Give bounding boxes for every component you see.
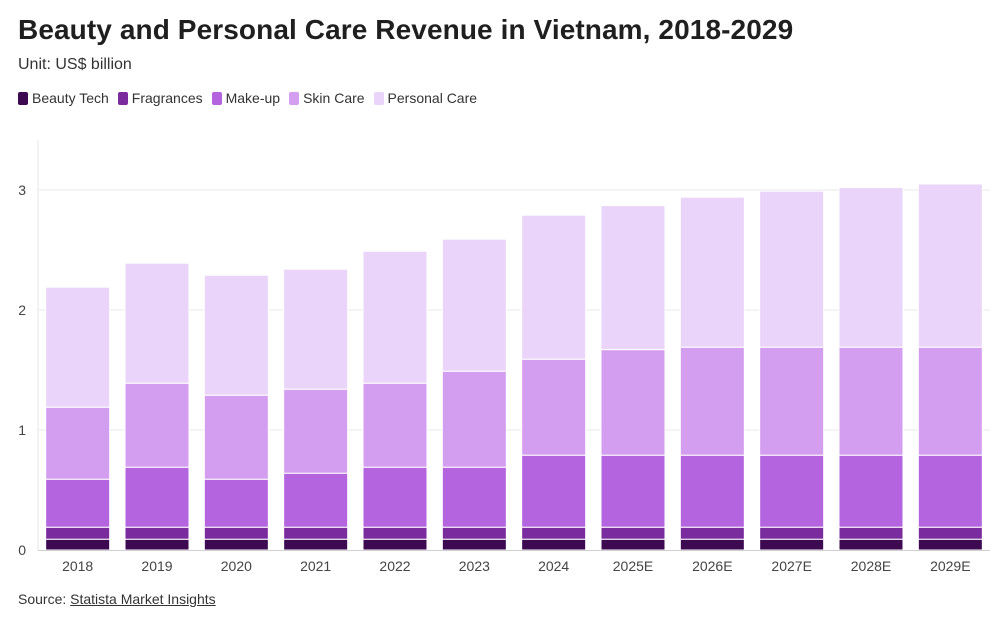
bar-segment-make-up [838, 454, 904, 528]
bar-segment-personal-care [441, 238, 507, 372]
bar-segment-skin-care [679, 346, 745, 456]
bar-segment-skin-care [838, 346, 904, 456]
bar-segment-personal-care [838, 187, 904, 348]
legend-label: Fragrances [131, 90, 203, 106]
bar-segment-personal-care [203, 274, 269, 396]
x-tick-label: 2027E [771, 558, 811, 574]
y-tick-label: 1 [18, 422, 26, 438]
legend: Beauty Tech Fragrances Make-up Skin Care Per… [18, 90, 486, 106]
bar-segment-make-up [362, 466, 428, 528]
x-tick-label: 2020 [221, 558, 252, 574]
bar-segment-beauty-tech [362, 538, 428, 551]
bar-segment-fragrances [362, 526, 428, 540]
legend-label: Beauty Tech [32, 90, 109, 106]
source-note: Source: Statista Market Insights [18, 591, 216, 607]
x-tick-label: 2019 [141, 558, 172, 574]
bar-segment-skin-care [441, 370, 507, 468]
bar-segment-make-up [45, 478, 111, 528]
y-tick-label: 0 [18, 542, 26, 558]
legend-label: Skin Care [303, 90, 365, 106]
bar-segment-fragrances [521, 526, 587, 540]
bar-segment-beauty-tech [759, 538, 825, 551]
bar-segment-make-up [203, 478, 269, 528]
stacked-bar-chart: 0 1 2 3 2018 2019 2020 2021 2022 2023 2024 2025E 202… [18, 140, 990, 574]
bar-segment-beauty-tech [124, 538, 190, 551]
chart-title: Beauty and Personal Care Revenue in Viet… [18, 14, 794, 45]
legend-item-skin-care[interactable]: Skin Care [289, 90, 365, 106]
bar-segment-make-up [917, 454, 983, 528]
bar-segment-fragrances [917, 526, 983, 540]
bar-segment-fragrances [441, 526, 507, 540]
legend-swatch [211, 91, 222, 105]
x-tick-label: 2029E [930, 558, 970, 574]
bar-segment-fragrances [679, 526, 745, 540]
bar-segment-personal-care [917, 183, 983, 348]
bar-segment-personal-care [679, 196, 745, 348]
bar-segment-make-up [679, 454, 745, 528]
legend-swatch [117, 91, 128, 105]
x-tick-label: 2022 [379, 558, 410, 574]
bar-segment-skin-care [600, 349, 666, 456]
bar-segment-make-up [759, 454, 825, 528]
x-tick-label: 2026E [692, 558, 732, 574]
bar-segment-personal-care [45, 286, 111, 408]
bar-segment-fragrances [283, 526, 349, 540]
x-tick-label: 2028E [851, 558, 891, 574]
y-tick-label: 3 [18, 182, 26, 198]
bar-segment-personal-care [521, 214, 587, 360]
bar-segment-skin-care [917, 346, 983, 456]
bar-segment-beauty-tech [600, 538, 666, 551]
bar-segment-skin-care [362, 382, 428, 468]
x-tick-label: 2021 [300, 558, 331, 574]
x-tick-label: 2018 [62, 558, 93, 574]
bar-segment-personal-care [124, 262, 190, 384]
bar-segment-beauty-tech [441, 538, 507, 551]
bar-segment-skin-care [124, 382, 190, 468]
bar-segment-fragrances [600, 526, 666, 540]
legend-label: Make-up [225, 90, 281, 106]
bar-segment-make-up [521, 454, 587, 528]
bar-segment-make-up [124, 466, 190, 528]
bar-segment-skin-care [759, 346, 825, 456]
bar-segment-beauty-tech [917, 538, 983, 551]
bar-segment-fragrances [759, 526, 825, 540]
bar-segment-beauty-tech [203, 538, 269, 551]
legend-swatch [373, 91, 384, 105]
y-tick-label: 2 [18, 302, 26, 318]
bar-segment-personal-care [283, 268, 349, 390]
bar-segment-beauty-tech [679, 538, 745, 551]
bar-segment-personal-care [759, 190, 825, 348]
bar-segment-beauty-tech [45, 538, 111, 551]
bar-segment-personal-care [600, 205, 666, 351]
bar-segment-fragrances [124, 526, 190, 540]
bar-segment-skin-care [283, 388, 349, 474]
x-tick-label: 2025E [613, 558, 653, 574]
legend-item-make-up[interactable]: Make-up [211, 90, 281, 106]
bar-segment-fragrances [203, 526, 269, 540]
bar-segment-beauty-tech [838, 538, 904, 551]
legend-item-fragrances[interactable]: Fragrances [117, 90, 203, 106]
bar-segment-skin-care [521, 358, 587, 456]
source-link[interactable]: Statista Market Insights [70, 591, 216, 607]
bar-segment-make-up [600, 454, 666, 528]
bar-segment-beauty-tech [283, 538, 349, 551]
bar-segment-skin-care [45, 406, 111, 480]
legend-swatch [289, 91, 300, 105]
x-tick-label: 2023 [459, 558, 490, 574]
bar-segment-personal-care [362, 250, 428, 384]
bar-segment-fragrances [838, 526, 904, 540]
bar-segment-make-up [441, 466, 507, 528]
legend-item-beauty-tech[interactable]: Beauty Tech [18, 90, 109, 106]
legend-swatch [18, 91, 28, 105]
x-tick-label: 2024 [538, 558, 569, 574]
chart-subtitle: Unit: US$ billion [18, 56, 132, 73]
bar-segment-skin-care [203, 394, 269, 480]
bar-segment-make-up [283, 472, 349, 528]
legend-item-personal-care[interactable]: Personal Care [373, 90, 478, 106]
legend-label: Personal Care [387, 90, 478, 106]
bar-segment-beauty-tech [521, 538, 587, 551]
source-label: Source: [18, 591, 67, 607]
bar-segment-fragrances [45, 526, 111, 540]
